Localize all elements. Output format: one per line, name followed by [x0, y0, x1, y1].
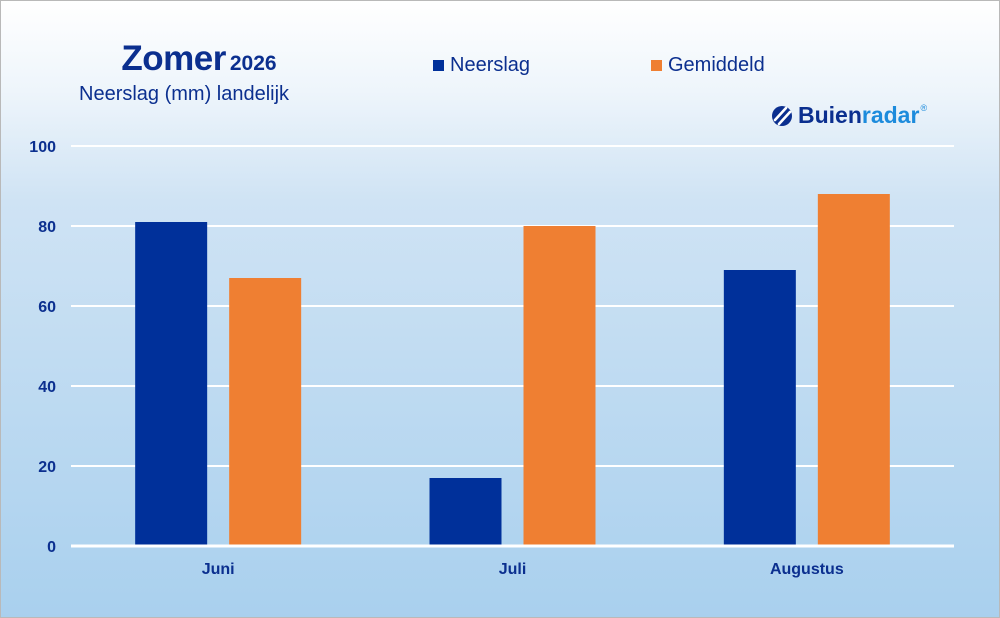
legend-item-neerslag: Neerslag [433, 54, 530, 77]
legend-swatch-neerslag [433, 60, 444, 71]
x-category-label-augustus: Augustus [770, 561, 844, 578]
legend-label-gemiddeld: Gemiddeld [668, 54, 765, 76]
bar-neerslag-juni [135, 222, 208, 546]
brand-name: Buienradar [798, 102, 919, 129]
y-tick-label-20: 20 [38, 459, 56, 476]
bar-gemiddeld-juni [229, 278, 302, 546]
buienradar-logo-icon [772, 105, 792, 126]
chart-title: Zomer 2026 [79, 39, 319, 79]
legend-label-neerslag: Neerslag [450, 54, 531, 76]
y-tick-label-80: 80 [38, 219, 56, 236]
brand-name-part1: Buien [798, 102, 862, 128]
x-category-label-juli: Juli [499, 561, 527, 578]
legend-item-gemiddeld: Gemiddeld [651, 54, 765, 77]
x-category-label-juni: Juni [202, 561, 235, 578]
brand-logo: Buienradar ® [771, 102, 927, 129]
legend-swatch-gemiddeld [651, 60, 662, 71]
bar-gemiddeld-juli [523, 226, 596, 546]
y-tick-label-40: 40 [38, 379, 56, 396]
y-tick-label-100: 100 [29, 139, 56, 156]
bar-neerslag-juli [429, 478, 502, 546]
title-main: Zomer [121, 39, 226, 78]
y-tick-label-60: 60 [38, 299, 56, 316]
title-block: Zomer 2026 Neerslag (mm) landelijk [79, 39, 319, 106]
title-year: 2026 [229, 52, 277, 75]
bar-gemiddeld-augustus [817, 194, 890, 546]
brand-registered-mark: ® [920, 102, 928, 113]
brand-name-part2: radar [861, 102, 920, 128]
chart-subtitle: Neerslag (mm) landelijk [79, 83, 290, 105]
y-tick-label-0: 0 [47, 539, 56, 556]
bar-neerslag-augustus [723, 270, 796, 546]
